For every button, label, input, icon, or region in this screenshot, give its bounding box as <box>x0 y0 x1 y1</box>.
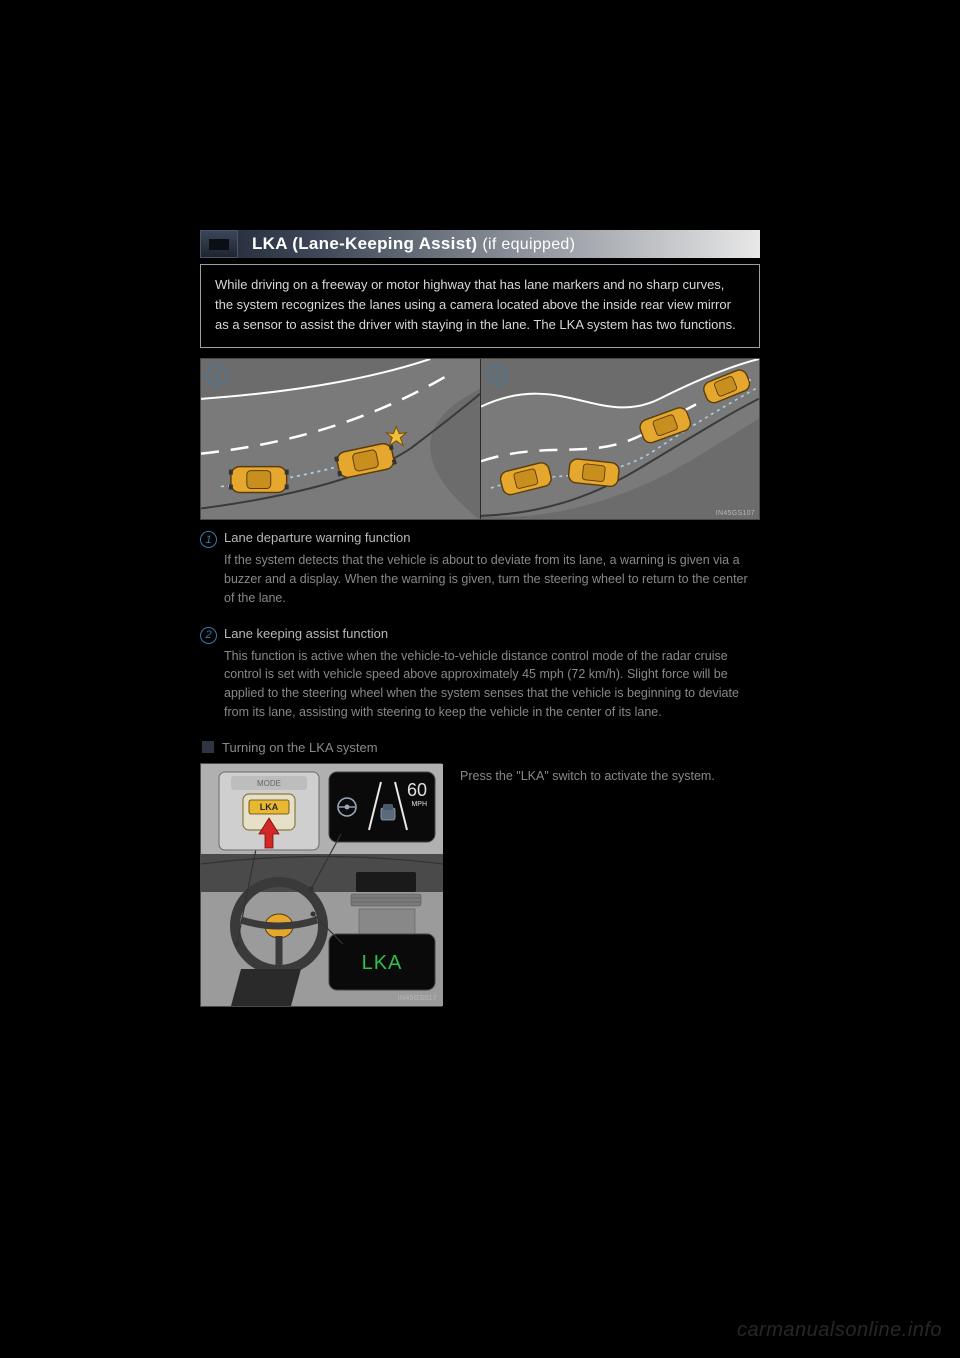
function-2-badge: 2 <box>200 627 217 644</box>
turning-on-row: MODE LKA <box>200 763 760 1007</box>
lka-switch-figure: MODE LKA <box>200 763 442 1007</box>
lka-button-label: LKA <box>260 802 279 812</box>
hud-inset: 60 MPH <box>329 772 435 842</box>
function-2-body: This function is active when the vehicle… <box>200 647 760 722</box>
section-title-paren: (if equipped) <box>482 236 575 253</box>
diagram-1-svg <box>201 359 480 519</box>
lka-caption: Press the "LKA" switch to activate the s… <box>460 765 715 786</box>
lane-diagram: 1 <box>200 358 760 520</box>
mode-label: MODE <box>257 779 281 788</box>
function-1-body: If the system detects that the vehicle i… <box>200 551 760 607</box>
lka-display-inset: LKA <box>329 934 435 990</box>
function-1: 1 Lane departure warning function <box>200 530 760 545</box>
function-1-badge: 1 <box>200 531 217 548</box>
function-1-title: Lane departure warning function <box>224 530 760 545</box>
lka-display-text: LKA <box>362 952 403 974</box>
hud-unit: MPH <box>411 801 427 808</box>
diagram-ref: IN45GS107 <box>716 510 755 517</box>
section-header: LKA (Lane-Keeping Assist) (if equipped) <box>200 230 760 258</box>
intro-box: While driving on a freeway or motor high… <box>200 264 760 348</box>
square-bullet-icon <box>202 741 214 753</box>
manual-page: LKA (Lane-Keeping Assist) (if equipped) … <box>200 230 760 1007</box>
intro-text: While driving on a freeway or motor high… <box>215 277 736 332</box>
section-icon-inner <box>209 239 229 250</box>
diagram-2-svg <box>481 359 759 519</box>
section-title-main: LKA (Lane-Keeping Assist) <box>252 234 482 253</box>
lka-figure-svg: MODE LKA <box>201 764 443 1006</box>
section-title: LKA (Lane-Keeping Assist) (if equipped) <box>252 234 575 254</box>
function-2-title: Lane keeping assist function <box>224 626 760 641</box>
diagram-panel-2: 2 <box>480 359 759 519</box>
diagram-panel-1: 1 <box>201 359 480 519</box>
function-2: 2 Lane keeping assist function <box>200 626 760 641</box>
turning-on-heading-text: Turning on the LKA system <box>222 740 378 755</box>
section-header-bar: LKA (Lane-Keeping Assist) (if equipped) <box>238 230 760 258</box>
hud-speed: 60 <box>407 780 427 800</box>
watermark: carmanualsonline.info <box>737 1319 942 1342</box>
lka-button-inset: MODE LKA <box>219 772 319 850</box>
lka-figure-ref: IN45GS017 <box>398 995 437 1002</box>
section-header-icon <box>200 230 238 258</box>
functions-block: 1 Lane departure warning function If the… <box>200 530 760 721</box>
turning-on-heading: Turning on the LKA system <box>200 740 760 755</box>
